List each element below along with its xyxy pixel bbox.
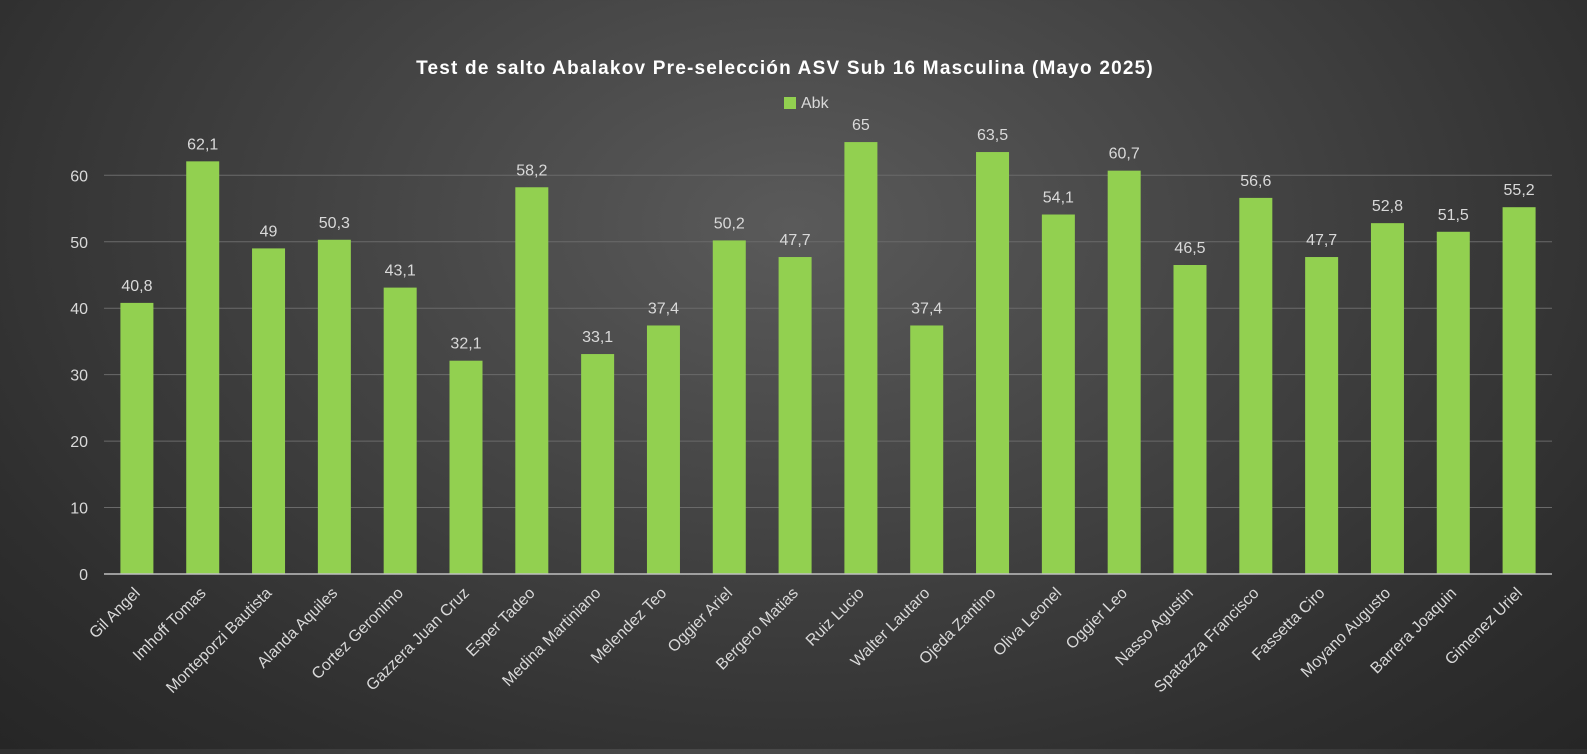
bar: [1107, 170, 1141, 574]
bar: [1041, 214, 1075, 574]
y-tick-label: 20: [70, 434, 88, 451]
x-tick-label: Oggier Ariel: [665, 585, 736, 656]
data-label: 33,1: [582, 329, 613, 346]
data-label: 65: [852, 117, 870, 134]
data-label: 60,7: [1109, 146, 1140, 163]
data-label: 47,7: [780, 232, 811, 249]
data-label: 50,3: [319, 215, 350, 232]
data-label: 32,1: [450, 336, 481, 353]
data-label: 52,8: [1372, 198, 1403, 215]
x-tick-label: Oggier Leo: [1063, 585, 1131, 653]
data-label: 62,1: [187, 136, 218, 153]
bar: [581, 354, 615, 574]
data-label: 56,6: [1240, 173, 1271, 190]
data-label: 63,5: [977, 127, 1008, 144]
y-tick-label: 0: [79, 567, 88, 584]
x-tick-label: Gil Angel: [86, 585, 143, 642]
data-label: 58,2: [516, 162, 547, 179]
bar: [1436, 231, 1470, 574]
bar: [1173, 265, 1207, 574]
bar: [1305, 257, 1339, 574]
y-tick-label: 60: [70, 168, 88, 185]
bar: [712, 240, 746, 574]
data-label: 50,2: [714, 215, 745, 232]
bar: [976, 152, 1010, 575]
bar: [1239, 197, 1273, 574]
data-label: 37,4: [648, 300, 679, 317]
y-tick-label: 30: [70, 368, 88, 385]
data-label: 47,7: [1306, 232, 1337, 249]
bar: [120, 302, 154, 574]
data-label: 55,2: [1504, 182, 1535, 199]
data-label: 46,5: [1174, 240, 1205, 257]
x-tick-label: Oliva Leonel: [990, 585, 1065, 660]
bar: [383, 287, 417, 574]
data-label: 49: [260, 223, 278, 240]
bar: [844, 142, 878, 574]
x-tick-label: Ruiz Lucio: [803, 585, 868, 650]
bar: [515, 187, 549, 575]
data-label: 40,8: [121, 278, 152, 295]
bar: [317, 239, 351, 574]
data-label: 51,5: [1438, 207, 1469, 224]
data-label: 43,1: [385, 263, 416, 280]
bar: [186, 161, 220, 574]
legend-label-abk: Abk: [801, 95, 830, 112]
bar: [252, 248, 286, 574]
bar: [910, 325, 944, 574]
legend: Abk: [784, 95, 830, 112]
y-tick-label: 40: [70, 301, 88, 318]
bars: [120, 142, 1536, 575]
bar: [646, 325, 680, 574]
chart-title: Test de salto Abalakov Pre-selección ASV…: [416, 58, 1154, 79]
bar: [778, 257, 812, 574]
legend-swatch-abk: [784, 97, 796, 109]
y-axis: 0 10 20 30 40 50 60: [70, 168, 88, 584]
data-labels: 40,8 62,1 49 50,3 43,1 32,1 58,2 33,1 37,4 50,2 47…: [121, 117, 1534, 353]
y-tick-label: 50: [70, 235, 88, 252]
y-tick-label: 10: [70, 501, 88, 518]
bar: [1370, 223, 1404, 575]
bar: [449, 360, 483, 574]
bar: [1502, 207, 1536, 575]
data-label: 54,1: [1043, 190, 1074, 207]
data-label: 37,4: [911, 300, 942, 317]
